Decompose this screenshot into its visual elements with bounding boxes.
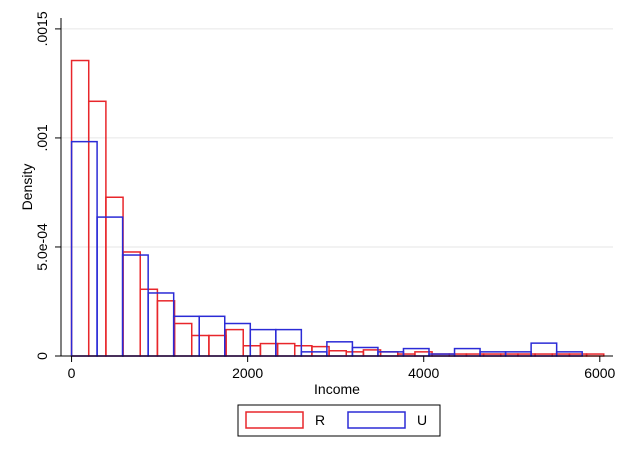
grid (61, 28, 613, 248)
legend: R U (237, 404, 441, 437)
y-axis-title: Density (19, 164, 35, 211)
legend-box (237, 404, 441, 437)
axes (60, 18, 613, 357)
x-tick-label: 6000 (584, 365, 615, 381)
legend-label-r: R (315, 412, 325, 428)
x-tick-label: 0 (68, 365, 76, 381)
legend-swatch-u (347, 411, 406, 429)
x-tick-label: 4000 (408, 365, 439, 381)
legend-swatch-r (245, 411, 304, 429)
y-tick-label: .001 (34, 124, 50, 151)
y-tick-label: 5.0e-04 (34, 223, 50, 271)
series-u (70, 140, 583, 357)
x-tick-label: 2000 (232, 365, 263, 381)
ticks: 0 5.0e-04 .001 .0015 0 2000 4000 6000 (34, 11, 616, 381)
y-tick-label: 0 (34, 352, 50, 360)
legend-label-u: U (417, 412, 427, 428)
y-tick-label: .0015 (34, 11, 50, 46)
x-axis-title: Income (314, 381, 360, 397)
